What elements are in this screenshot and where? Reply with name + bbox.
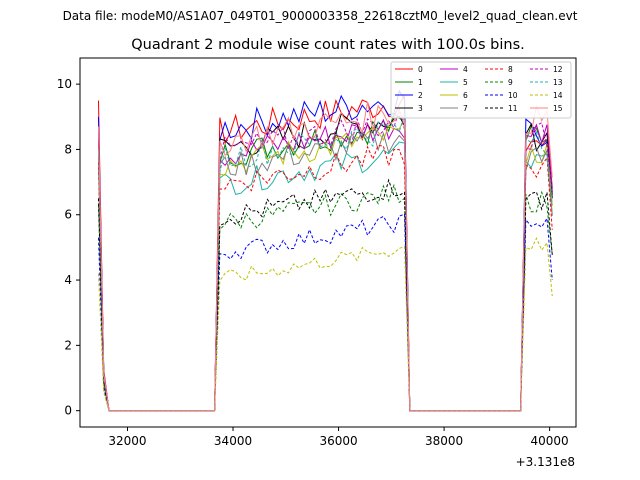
chart-title: Quadrant 2 module wise count rates with …	[131, 37, 525, 53]
legend-label-3: 3	[418, 104, 423, 113]
series-line-12	[97, 107, 553, 412]
legend-label-6: 6	[463, 91, 468, 100]
series-line-3	[97, 113, 553, 412]
legend-label-15: 15	[553, 104, 563, 113]
series-line-14	[97, 237, 553, 412]
data-file-label: Data file: modeM0/AS1A07_049T01_90000033…	[63, 9, 578, 23]
legend-label-7: 7	[463, 104, 468, 113]
x-tick-label: 34000	[214, 434, 252, 448]
y-tick-label: 10	[57, 77, 72, 91]
series-line-13	[97, 113, 553, 412]
series-line-7	[97, 129, 553, 412]
plot-area	[97, 89, 553, 412]
y-tick-label: 2	[64, 338, 72, 352]
legend-label-14: 14	[553, 91, 563, 100]
y-tick-label: 8	[64, 142, 72, 156]
series-line-4	[97, 118, 553, 412]
series-line-9	[97, 183, 553, 412]
legend-label-0: 0	[418, 65, 423, 74]
series-line-11	[97, 178, 553, 412]
x-tick-label: 40000	[531, 434, 569, 448]
series-line-5	[97, 141, 553, 412]
legend-label-11: 11	[508, 104, 518, 113]
x-tick-label: 32000	[108, 434, 146, 448]
y-tick-label: 4	[64, 273, 72, 287]
legend-label-12: 12	[553, 65, 563, 74]
series-line-10	[97, 213, 553, 412]
series-line-15	[97, 102, 553, 412]
legend-label-8: 8	[508, 65, 513, 74]
series-line-8	[97, 144, 553, 412]
series-line-1	[97, 112, 553, 412]
legend-label-10: 10	[508, 91, 518, 100]
legend-label-5: 5	[463, 78, 468, 87]
x-tick-label: 38000	[425, 434, 463, 448]
legend-label-2: 2	[418, 91, 423, 100]
x-tick-label: 36000	[319, 434, 357, 448]
legend-label-9: 9	[508, 78, 513, 87]
legend-label-1: 1	[418, 78, 423, 87]
y-tick-label: 6	[64, 208, 72, 222]
legend-box	[390, 61, 572, 119]
axes-frame	[79, 57, 577, 428]
series-line-6	[97, 118, 553, 412]
series-line-2	[97, 89, 553, 412]
legend-label-13: 13	[553, 78, 563, 87]
legend-label-4: 4	[463, 65, 468, 74]
x-offset-label: +3.131e8	[516, 455, 575, 469]
y-tick-label: 0	[64, 404, 72, 418]
